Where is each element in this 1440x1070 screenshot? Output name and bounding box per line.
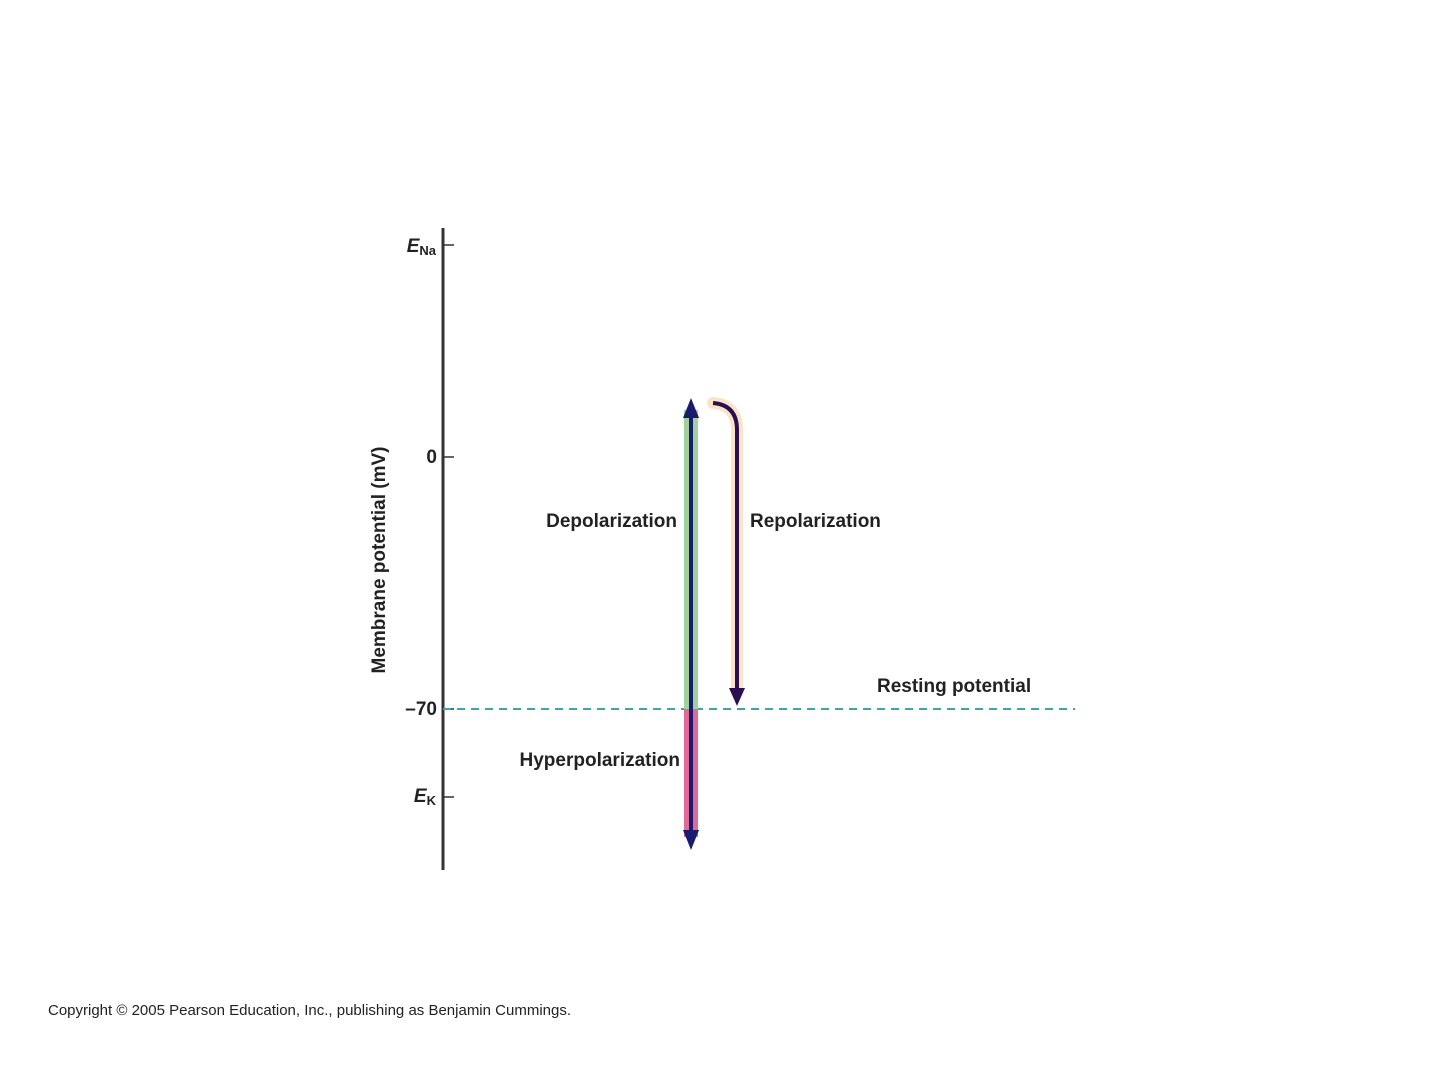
axis-label: Membrane potential (mV) bbox=[369, 447, 390, 674]
tick-sub: Na bbox=[419, 243, 436, 258]
resting-label: Resting potential bbox=[877, 676, 1031, 697]
tick-label: 0 bbox=[426, 447, 437, 468]
copyright: Copyright © 2005 Pearson Education, Inc.… bbox=[48, 1002, 571, 1019]
tick-main: E bbox=[414, 786, 428, 807]
tick-main: E bbox=[407, 236, 421, 257]
tick-label: –70 bbox=[405, 699, 437, 720]
tick-sub: K bbox=[427, 793, 437, 808]
arrow-head bbox=[729, 688, 745, 706]
arrow-head bbox=[683, 398, 699, 418]
repolarization-label: Repolarization bbox=[750, 511, 881, 532]
tick-label: ENa bbox=[407, 236, 437, 258]
tick-label: EK bbox=[414, 786, 437, 808]
depolarization-label: Depolarization bbox=[546, 511, 677, 532]
repolarization-arrow bbox=[712, 401, 739, 692]
hyperpolarization-label: Hyperpolarization bbox=[520, 750, 680, 771]
arrow-head bbox=[683, 830, 699, 850]
repolarization-glow bbox=[707, 397, 743, 696]
